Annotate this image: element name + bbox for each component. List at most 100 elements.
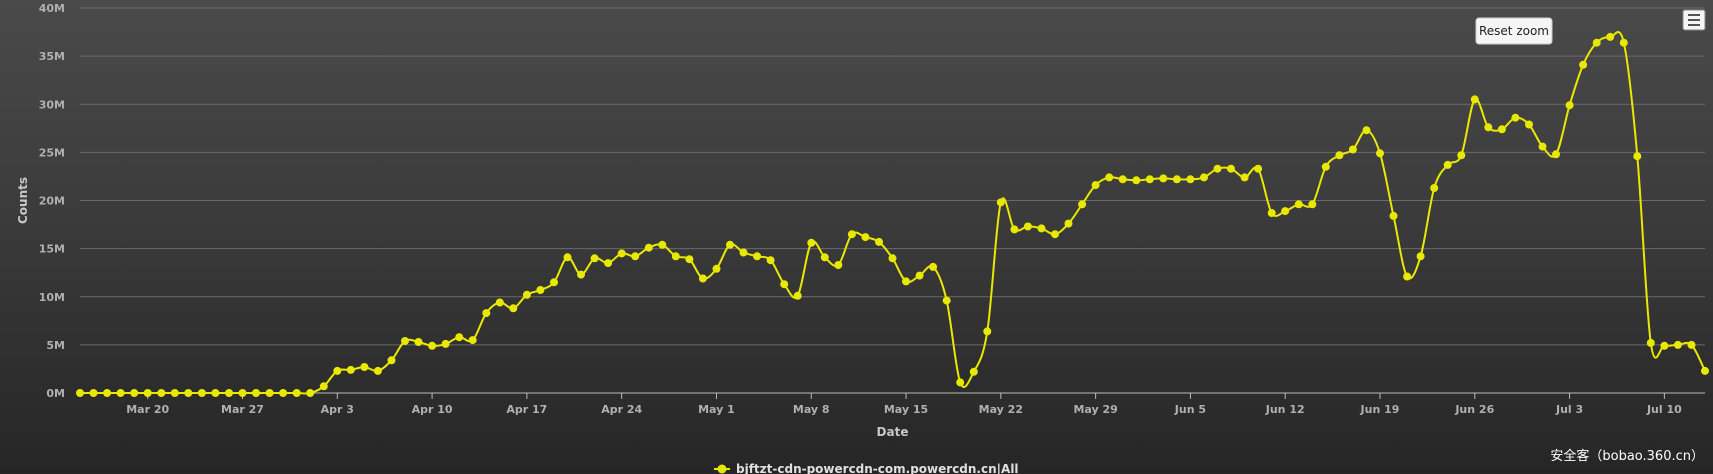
data-point[interactable] bbox=[1037, 224, 1046, 233]
data-point[interactable] bbox=[252, 389, 260, 397]
data-point[interactable] bbox=[1552, 150, 1560, 159]
data-point[interactable] bbox=[225, 389, 233, 397]
data-point[interactable] bbox=[279, 389, 288, 397]
data-point[interactable] bbox=[1376, 149, 1384, 158]
data-point[interactable] bbox=[1335, 151, 1344, 160]
data-point[interactable] bbox=[441, 339, 450, 348]
data-point[interactable] bbox=[1254, 164, 1263, 173]
data-point[interactable] bbox=[116, 389, 125, 397]
data-point[interactable] bbox=[1321, 162, 1330, 171]
data-point[interactable] bbox=[563, 253, 572, 262]
data-point[interactable] bbox=[834, 261, 843, 269]
data-point[interactable] bbox=[1105, 173, 1114, 182]
data-point[interactable] bbox=[1281, 207, 1290, 216]
legend[interactable]: bjftzt-cdn-powercdn-com.powercdn.cn|All bbox=[714, 462, 1019, 474]
data-point[interactable] bbox=[495, 298, 504, 307]
data-point[interactable] bbox=[1145, 175, 1154, 184]
data-point[interactable] bbox=[1294, 200, 1303, 209]
data-point[interactable] bbox=[130, 389, 139, 397]
data-point[interactable] bbox=[590, 254, 599, 263]
data-point[interactable] bbox=[807, 238, 816, 247]
data-point[interactable] bbox=[712, 264, 721, 273]
data-point[interactable] bbox=[820, 253, 829, 262]
data-point[interactable] bbox=[929, 262, 938, 271]
data-point[interactable] bbox=[170, 389, 179, 397]
data-point[interactable] bbox=[875, 237, 883, 246]
data-point[interactable] bbox=[509, 304, 518, 313]
data-point[interactable] bbox=[319, 382, 328, 391]
data-point[interactable] bbox=[1484, 123, 1493, 132]
data-point[interactable] bbox=[1511, 113, 1520, 122]
data-point[interactable] bbox=[373, 366, 382, 375]
data-point[interactable] bbox=[1227, 164, 1235, 173]
data-point[interactable] bbox=[1443, 160, 1452, 169]
data-point[interactable] bbox=[996, 198, 1005, 207]
data-point[interactable] bbox=[1673, 340, 1682, 349]
data-point[interactable] bbox=[1267, 209, 1276, 217]
data-point[interactable] bbox=[211, 389, 220, 397]
data-point[interactable] bbox=[861, 233, 870, 242]
data-point[interactable] bbox=[482, 309, 491, 318]
data-point[interactable] bbox=[888, 254, 897, 263]
data-point[interactable] bbox=[1579, 60, 1588, 69]
data-point[interactable] bbox=[468, 336, 477, 345]
data-point[interactable] bbox=[1565, 101, 1574, 110]
data-point[interactable] bbox=[1010, 225, 1019, 234]
data-point[interactable] bbox=[401, 337, 409, 345]
legend-label[interactable]: bjftzt-cdn-powercdn-com.powercdn.cn|All bbox=[736, 462, 1019, 474]
data-point[interactable] bbox=[604, 259, 613, 268]
data-point[interactable] bbox=[265, 389, 274, 397]
data-point[interactable] bbox=[1457, 151, 1466, 160]
data-point[interactable] bbox=[387, 356, 396, 365]
data-point[interactable] bbox=[1308, 200, 1317, 209]
data-point[interactable] bbox=[89, 389, 98, 397]
data-point[interactable] bbox=[1023, 222, 1032, 231]
hamburger-menu-icon[interactable] bbox=[1682, 9, 1706, 31]
data-point[interactable] bbox=[1403, 272, 1412, 281]
data-point[interactable] bbox=[184, 389, 193, 397]
data-point[interactable] bbox=[428, 341, 437, 350]
data-point[interactable] bbox=[360, 363, 369, 371]
data-point[interactable] bbox=[671, 252, 680, 261]
data-point[interactable] bbox=[1687, 340, 1696, 349]
data-point[interactable] bbox=[1430, 184, 1439, 192]
data-point[interactable] bbox=[766, 256, 775, 265]
reset-zoom-button[interactable]: Reset zoom bbox=[1475, 17, 1553, 45]
data-point[interactable] bbox=[658, 240, 667, 249]
data-point[interactable] bbox=[536, 286, 545, 294]
data-point[interactable] bbox=[739, 248, 748, 257]
data-point[interactable] bbox=[1606, 32, 1615, 41]
data-point[interactable] bbox=[644, 243, 653, 252]
data-point[interactable] bbox=[577, 270, 585, 279]
data-point[interactable] bbox=[698, 274, 707, 283]
data-point[interactable] bbox=[956, 378, 965, 387]
data-point[interactable] bbox=[1633, 152, 1642, 161]
data-point[interactable] bbox=[1172, 175, 1181, 184]
data-point[interactable] bbox=[915, 271, 924, 280]
data-point[interactable] bbox=[1470, 95, 1479, 104]
data-point[interactable] bbox=[753, 252, 762, 261]
data-point[interactable] bbox=[942, 296, 951, 305]
data-point[interactable] bbox=[1118, 175, 1127, 184]
data-point[interactable] bbox=[522, 290, 531, 299]
data-point[interactable] bbox=[726, 240, 734, 249]
data-point[interactable] bbox=[685, 255, 694, 264]
data-point[interactable] bbox=[1592, 38, 1601, 47]
data-point[interactable] bbox=[1619, 38, 1628, 47]
data-point[interactable] bbox=[197, 389, 206, 397]
data-point[interactable] bbox=[1132, 176, 1141, 185]
data-point[interactable] bbox=[1159, 174, 1168, 183]
data-point[interactable] bbox=[1660, 341, 1669, 350]
data-point[interactable] bbox=[414, 338, 423, 346]
data-point[interactable] bbox=[1538, 142, 1547, 151]
data-point[interactable] bbox=[1646, 338, 1655, 347]
data-point[interactable] bbox=[1497, 125, 1506, 134]
data-point[interactable] bbox=[847, 230, 856, 239]
data-point[interactable] bbox=[1240, 173, 1249, 182]
data-point[interactable] bbox=[1348, 145, 1357, 154]
data-point[interactable] bbox=[1186, 175, 1195, 184]
data-point[interactable] bbox=[346, 365, 355, 374]
data-point[interactable] bbox=[333, 366, 342, 375]
data-point[interactable] bbox=[1701, 366, 1709, 375]
data-point[interactable] bbox=[793, 291, 802, 300]
